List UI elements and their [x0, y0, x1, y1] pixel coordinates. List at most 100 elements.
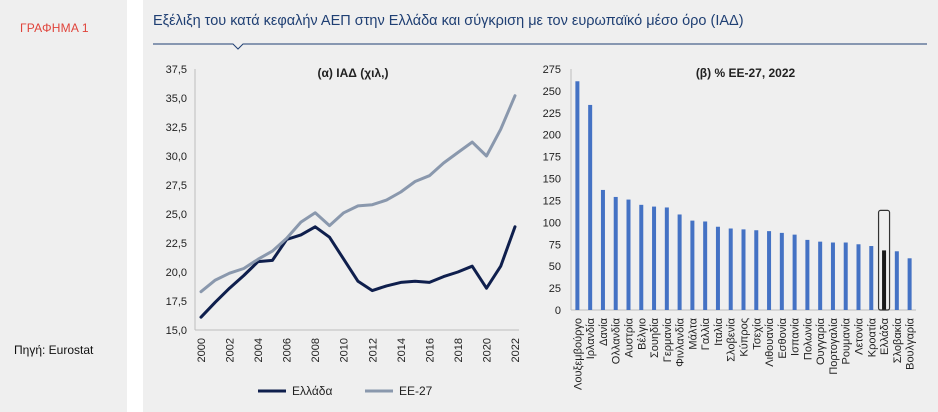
- line-chart-y-tick-label: 27,5: [166, 180, 187, 192]
- bar-8: [677, 214, 682, 310]
- bar-chart-y-tick-label: 25: [549, 283, 561, 295]
- line-chart-y-tick-label: 20,0: [166, 267, 187, 279]
- line-chart-x-tick-label: 2020: [481, 338, 493, 362]
- left-panel: [0, 0, 127, 412]
- bar-category-label: Λιθουανία: [764, 317, 776, 366]
- bar-chart-y-tick-label: 175: [543, 152, 561, 164]
- bar-10: [703, 221, 708, 310]
- bar-chart-y-tick-label: 50: [549, 261, 561, 273]
- bar-category-label: Ισπανία: [790, 317, 802, 356]
- bar-22: [856, 244, 861, 310]
- bar-category-label: Ιταλία: [713, 317, 725, 346]
- line-chart-title: (α) ΙΑΔ (χιλ,): [318, 66, 389, 80]
- bar-highlight-box: [877, 209, 891, 311]
- bar-category-label: Εσθονία: [777, 317, 789, 358]
- bar-21: [843, 242, 848, 310]
- bar-category-label: Γερμανία: [662, 317, 674, 362]
- line-chart-x-tick-label: 2018: [453, 338, 465, 362]
- bar-chart-y-tick-label: 100: [543, 217, 561, 229]
- bar-20: [830, 242, 835, 310]
- bar-4: [626, 199, 631, 310]
- figure-title: Εξέλιξη του κατά κεφαλήν ΑΕΠ στην Ελλάδα…: [153, 13, 744, 29]
- bar-3: [613, 196, 618, 310]
- bar-category-label: Σλοβενία: [726, 317, 738, 361]
- bar-category-label: Βέλγιο: [636, 318, 648, 350]
- line-chart-y-tick-label: 25,0: [166, 209, 187, 221]
- bar-chart-y-tick-label: 150: [543, 174, 561, 186]
- bar-chart-y-tick-label: 275: [543, 64, 561, 76]
- bar-chart-y-tick-label: 250: [543, 86, 561, 98]
- bar-2: [600, 189, 605, 310]
- bar-category-label: Ουγγαρία: [815, 317, 827, 365]
- line-series-eu27: [199, 94, 517, 294]
- bar-category-label: Τσεχία: [751, 317, 763, 349]
- bar-category-label: Ελλάδα: [879, 317, 891, 355]
- bar-category-label: Ρουμανία: [841, 317, 853, 364]
- bar-category-label: Αυστρία: [624, 317, 636, 357]
- bar-category-label: Βουλγαρία: [905, 317, 917, 370]
- title-underline: [153, 43, 927, 50]
- line-chart-y-tick-label: 22,5: [166, 238, 187, 250]
- line-chart-x-tick-label: 2016: [424, 338, 436, 362]
- line-chart-y-tick-label: 15,0: [166, 325, 187, 337]
- bar-14: [754, 230, 759, 310]
- line-chart-x-tick-label: 2012: [367, 338, 379, 362]
- bar-7: [664, 207, 669, 310]
- bar-chart-title: (β) % ΕΕ-27, 2022: [696, 66, 796, 80]
- line-chart-y-tick-label: 17,5: [166, 296, 187, 308]
- line-chart-x-tick-label: 2022: [510, 338, 522, 362]
- bar-chart-y-tick-label: 200: [543, 130, 561, 142]
- figure-label: ΓΡΑΦΗΜΑ 1: [20, 21, 89, 35]
- bar-category-label: Κροατία: [866, 317, 878, 357]
- bar-category-label: Λουξεμβούργο: [572, 318, 584, 390]
- bar-category-label: Κύπρος: [739, 318, 751, 357]
- bar-15: [767, 231, 772, 310]
- bar-18: [805, 239, 810, 310]
- bar-26: [907, 258, 912, 310]
- bar-11: [715, 226, 720, 310]
- line-chart-x-tick-label: 2002: [225, 338, 237, 362]
- line-chart-y-tick-label: 30,0: [166, 151, 187, 163]
- line-chart-y-tick-label: 37,5: [166, 64, 187, 76]
- line-chart-x-tick-label: 2004: [253, 338, 265, 362]
- bar-5: [639, 204, 644, 310]
- bar-category-label: Ολλανδία: [611, 317, 623, 364]
- bar-chart-y-tick-label: 125: [543, 195, 561, 207]
- bar-17: [792, 234, 797, 310]
- bar-chart-y-tick-label: 75: [549, 239, 561, 251]
- bar-chart-y-tick-label: 0: [555, 305, 561, 317]
- line-chart-x-tick-label: 2006: [282, 338, 294, 362]
- legend-label-eu27: ΕΕ-27: [399, 384, 433, 398]
- line-chart-y-tick-label: 32,5: [166, 122, 187, 134]
- bar-category-label: Πορτογαλία: [828, 317, 840, 374]
- bar-category-label: Γαλλία: [700, 317, 712, 350]
- bar-13: [741, 229, 746, 310]
- line-series-greece: [199, 225, 517, 319]
- main-panel: [143, 0, 938, 412]
- bar-0: [575, 81, 580, 310]
- bar-category-label: Λετονία: [854, 317, 866, 355]
- bar-16: [779, 232, 784, 310]
- bar-category-label: Πολωνία: [802, 317, 814, 360]
- bar-chart-y-tick-label: 225: [543, 108, 561, 120]
- bar-6: [652, 206, 657, 310]
- bar-category-label: Φινλανδία: [675, 317, 687, 366]
- bar-19: [818, 241, 823, 310]
- legend-label-greece: Ελλάδα: [292, 384, 332, 398]
- source-note: Πηγή: Eurostat: [14, 343, 94, 357]
- bar-category-label: Ιρλανδία: [585, 317, 597, 359]
- line-chart-x-tick-label: 2008: [310, 338, 322, 362]
- bar-12: [728, 228, 733, 310]
- bar-23: [869, 246, 874, 310]
- bar-category-label: Μάλτα: [687, 317, 699, 349]
- bar-1: [588, 104, 593, 310]
- bar-9: [690, 220, 695, 310]
- bar-chart: 0 25 50 75 100 125 150 175 200 225 250 275 (β) % ΕΕ-…: [543, 64, 917, 390]
- line-chart-x-tick-label: 2014: [396, 338, 408, 362]
- line-chart-x-tick-label: 2000: [196, 338, 208, 362]
- bar-category-label: Δανία: [598, 317, 610, 346]
- line-chart: 15,0 17,5 20,0 22,5 25,0 27,5 30,0 32,5 35,0 37,5…: [166, 64, 522, 398]
- bar-25: [894, 251, 899, 310]
- bar-category-label: Σουηδία: [649, 317, 661, 358]
